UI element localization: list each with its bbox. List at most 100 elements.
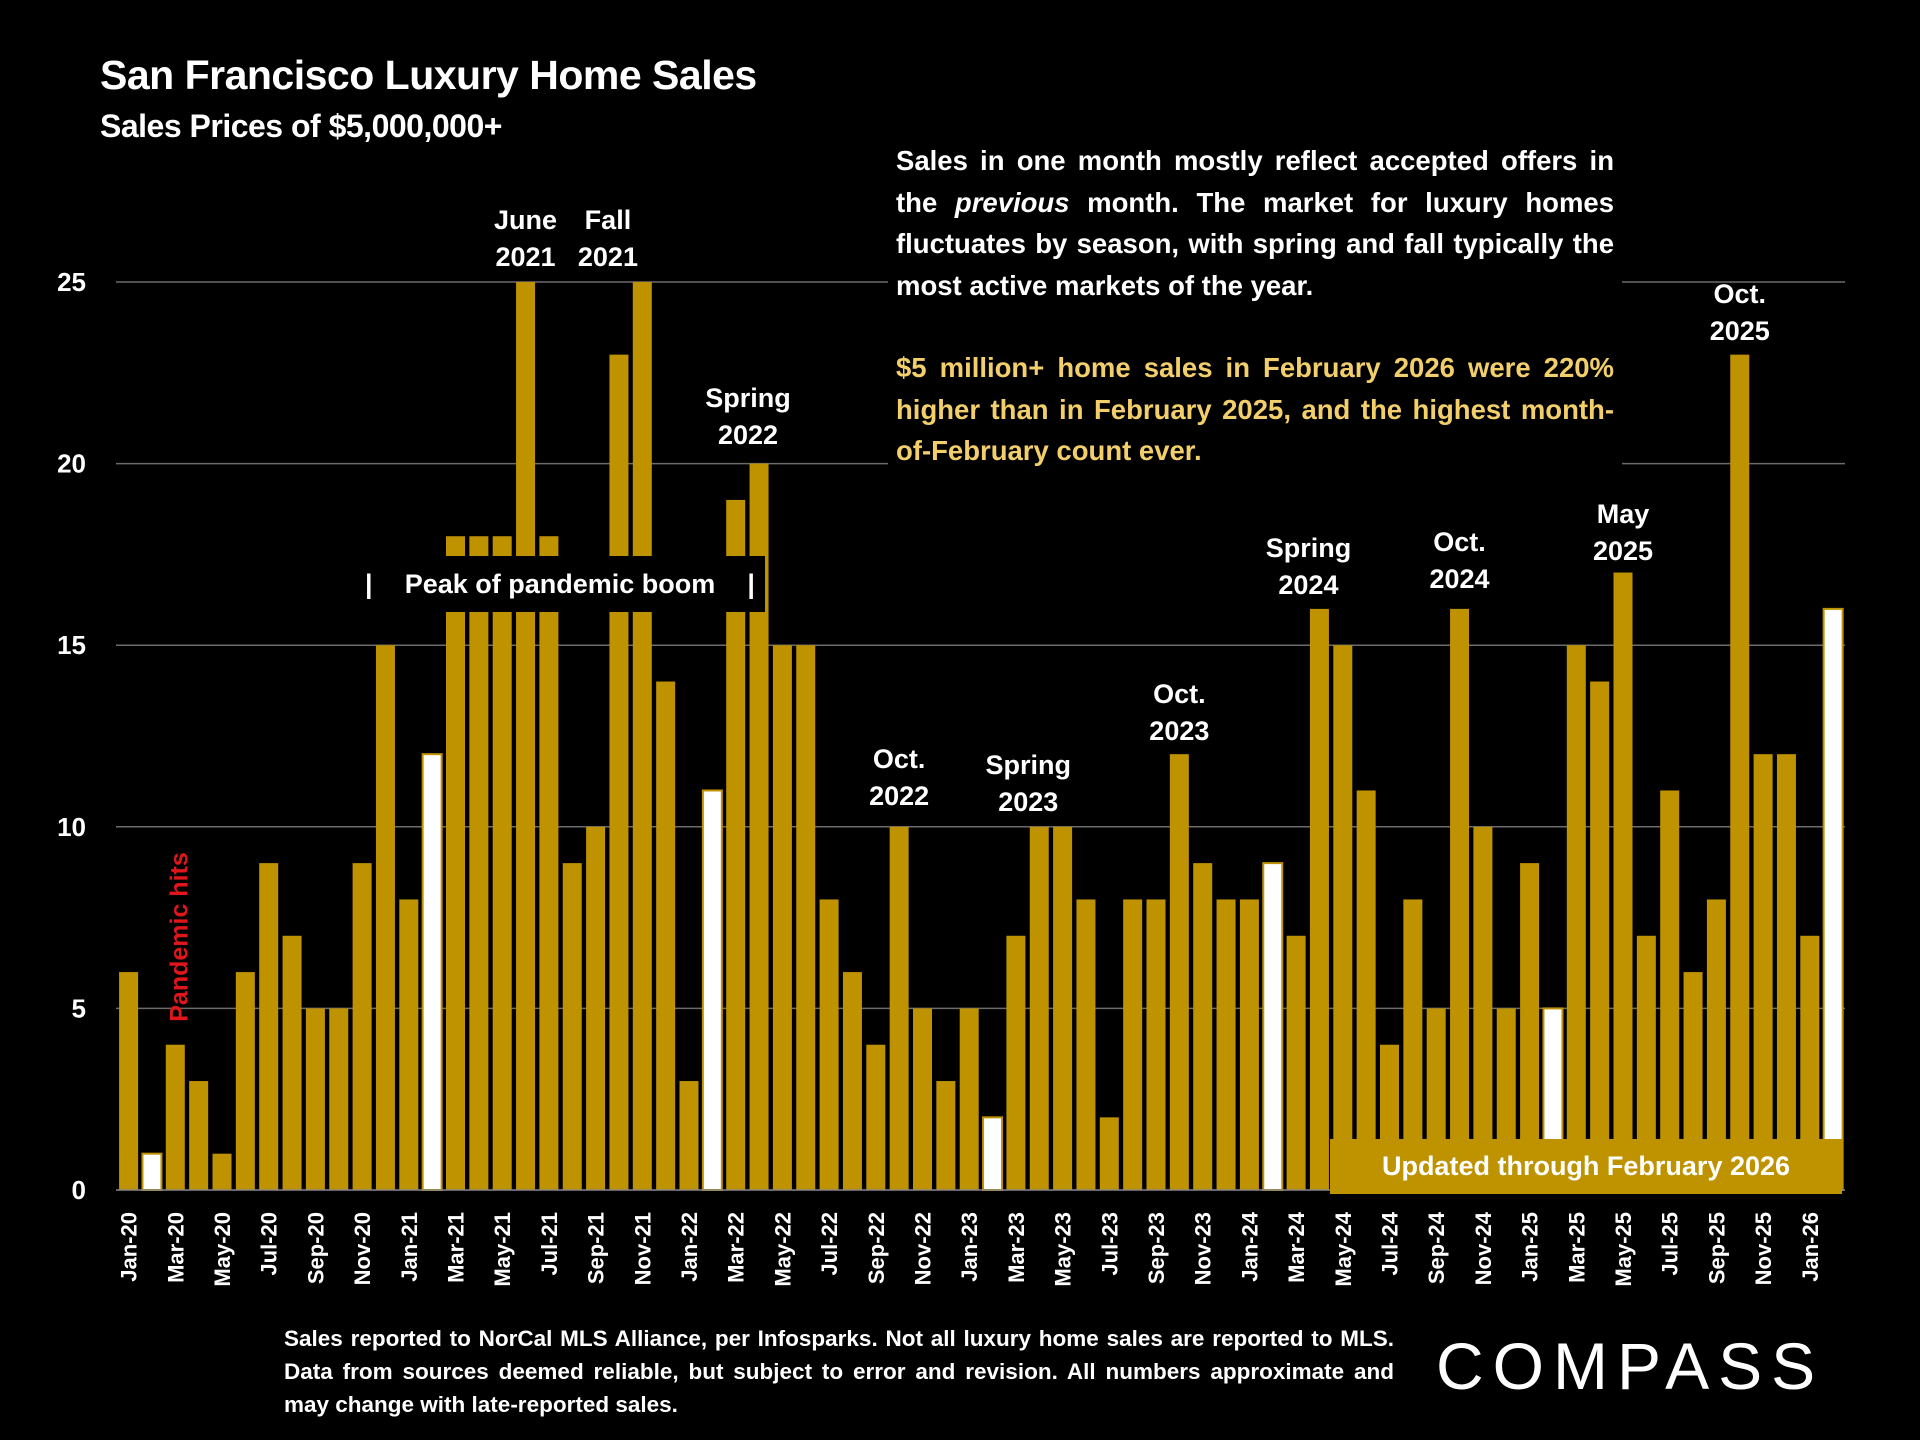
x-tick-label: Mar-21: [444, 1212, 469, 1283]
bar-Oct-20: [329, 1008, 349, 1190]
peak-bracket-right: |: [747, 568, 755, 599]
peak-bracket-left: |: [365, 568, 373, 599]
annotation-line: 2023: [998, 787, 1059, 817]
bar-Jan-21: [399, 899, 419, 1190]
bar-Aug-24: [1403, 899, 1423, 1190]
x-tick-label: Mar-23: [1004, 1212, 1029, 1283]
peak-annotation-Oct-22: Oct. 2022: [869, 741, 929, 815]
bar-Jun-24: [1356, 790, 1376, 1190]
x-tick-label: Jul-21: [537, 1212, 562, 1276]
x-tick-label: Jan-21: [397, 1212, 422, 1282]
x-tick-label: Nov-23: [1191, 1212, 1216, 1285]
x-tick-label: Mar-24: [1284, 1211, 1309, 1283]
bar-Nov-21: [632, 282, 652, 1190]
y-tick-label: 20: [57, 449, 86, 479]
commentary-text: Sales in one month mostly reflect accept…: [896, 145, 1614, 301]
bar-Jul-22: [819, 899, 839, 1190]
bar-Apr-20: [189, 1081, 209, 1190]
x-tick-label: Jan-23: [957, 1212, 982, 1282]
annotation-line: Spring: [705, 383, 791, 413]
bar-Apr-21: [469, 536, 489, 1190]
pandemic-hits-label: Pandemic hits: [165, 852, 194, 1022]
commentary-box: Sales in one month mostly reflect accept…: [888, 140, 1622, 472]
bar-Oct-24: [1450, 608, 1470, 1190]
bar-Oct-23: [1169, 754, 1189, 1190]
peak-annotation-Apr-24: Spring 2024: [1266, 530, 1352, 604]
annotation-line: 2024: [1429, 564, 1490, 594]
bar-Mar-22: [726, 499, 746, 1190]
bar-Jun-23: [1076, 899, 1096, 1190]
updated-banner: Updated through February 2026: [1330, 1139, 1842, 1194]
bar-Dec-20: [375, 645, 395, 1190]
annotation-line: Oct.: [1153, 679, 1206, 709]
annotation-line: Spring: [1265, 533, 1352, 563]
bar-Feb-23: [982, 1116, 1004, 1191]
peak-annotation-Apr-23: Spring 2023: [986, 747, 1072, 821]
y-tick-label: 5: [72, 993, 86, 1023]
peak-annotation-Oct-21: Fall 2021: [578, 202, 638, 276]
annotation-line: Oct.: [1713, 279, 1767, 309]
bar-Mar-23: [1006, 935, 1026, 1190]
peak-annotation-Apr-22: Spring 2022: [705, 380, 791, 454]
bar-Apr-25: [1590, 681, 1610, 1190]
x-tick-label: May-20: [210, 1212, 235, 1287]
x-tick-label: Sep-25: [1704, 1212, 1729, 1284]
x-tick-label: May-22: [770, 1212, 795, 1287]
x-tick-label: Sep-20: [303, 1212, 328, 1284]
x-tick-label: Jul-20: [257, 1212, 282, 1276]
bar-Jun-20: [235, 972, 255, 1190]
bar-Apr-22: [749, 463, 769, 1191]
bar-Dec-21: [656, 681, 676, 1190]
bar-Dec-25: [1776, 754, 1796, 1190]
bar-Oct-22: [889, 826, 909, 1190]
bar-Nov-23: [1193, 863, 1213, 1190]
bar-Sep-21: [586, 826, 606, 1190]
x-tick-label: May-25: [1611, 1212, 1636, 1287]
bar-May-21: [492, 536, 512, 1190]
bar-Sep-25: [1706, 899, 1726, 1190]
x-tick-label: Sep-24: [1424, 1211, 1449, 1284]
x-tick-label: Jul-25: [1658, 1212, 1683, 1276]
peak-annotation-Oct-23: Oct. 2023: [1149, 676, 1209, 750]
x-tick-label: Mar-22: [724, 1212, 749, 1283]
peak-annotation-Oct-24: Oct. 2024: [1430, 524, 1490, 598]
x-tick-label: Jan-25: [1518, 1212, 1543, 1282]
bar-Jun-25: [1636, 935, 1656, 1190]
bar-Jul-25: [1660, 790, 1680, 1190]
bar-Jul-23: [1099, 1117, 1119, 1190]
y-tick-label: 10: [57, 812, 86, 842]
commentary-highlight: $5 million+ home sales in February 2026 …: [896, 352, 1614, 466]
annotation-line: 2022: [718, 420, 779, 450]
bar-May-24: [1333, 645, 1353, 1190]
bar-Jan-20: [119, 972, 139, 1190]
x-tick-label: May-24: [1331, 1211, 1356, 1286]
bar-May-25: [1613, 572, 1633, 1190]
bar-Feb-26: [1822, 607, 1844, 1191]
annotation-line: Spring: [985, 750, 1072, 780]
x-tick-label: May-21: [490, 1212, 515, 1287]
bar-Apr-23: [1029, 826, 1049, 1190]
bar-Apr-24: [1309, 608, 1329, 1190]
bar-Jul-20: [259, 863, 279, 1190]
bar-Aug-20: [282, 935, 302, 1190]
annotation-line: 2022: [869, 781, 930, 811]
bar-Sep-23: [1146, 899, 1166, 1190]
bar-Jan-26: [1800, 935, 1820, 1190]
source-footnote: Sales reported to NorCal MLS Alliance, p…: [284, 1326, 1394, 1417]
bar-Nov-24: [1473, 826, 1493, 1190]
bar-Sep-22: [866, 1044, 886, 1190]
compass-logo: COMPASS: [1436, 1329, 1825, 1403]
y-tick-label: 25: [57, 267, 86, 297]
x-tick-label: May-23: [1051, 1212, 1076, 1287]
x-tick-label: Nov-24: [1471, 1211, 1496, 1285]
bar-Jan-23: [959, 1008, 979, 1190]
bar-Sep-20: [305, 1008, 325, 1190]
y-tick-label: 0: [72, 1175, 86, 1205]
x-tick-label: Jan-20: [117, 1212, 142, 1282]
bar-Dec-22: [936, 1081, 956, 1190]
annotation-line: 2023: [1149, 716, 1210, 746]
bar-Jun-21: [516, 282, 536, 1190]
bar-Nov-25: [1753, 754, 1773, 1190]
bar-Aug-22: [842, 972, 862, 1190]
bar-Jul-21: [539, 536, 559, 1190]
